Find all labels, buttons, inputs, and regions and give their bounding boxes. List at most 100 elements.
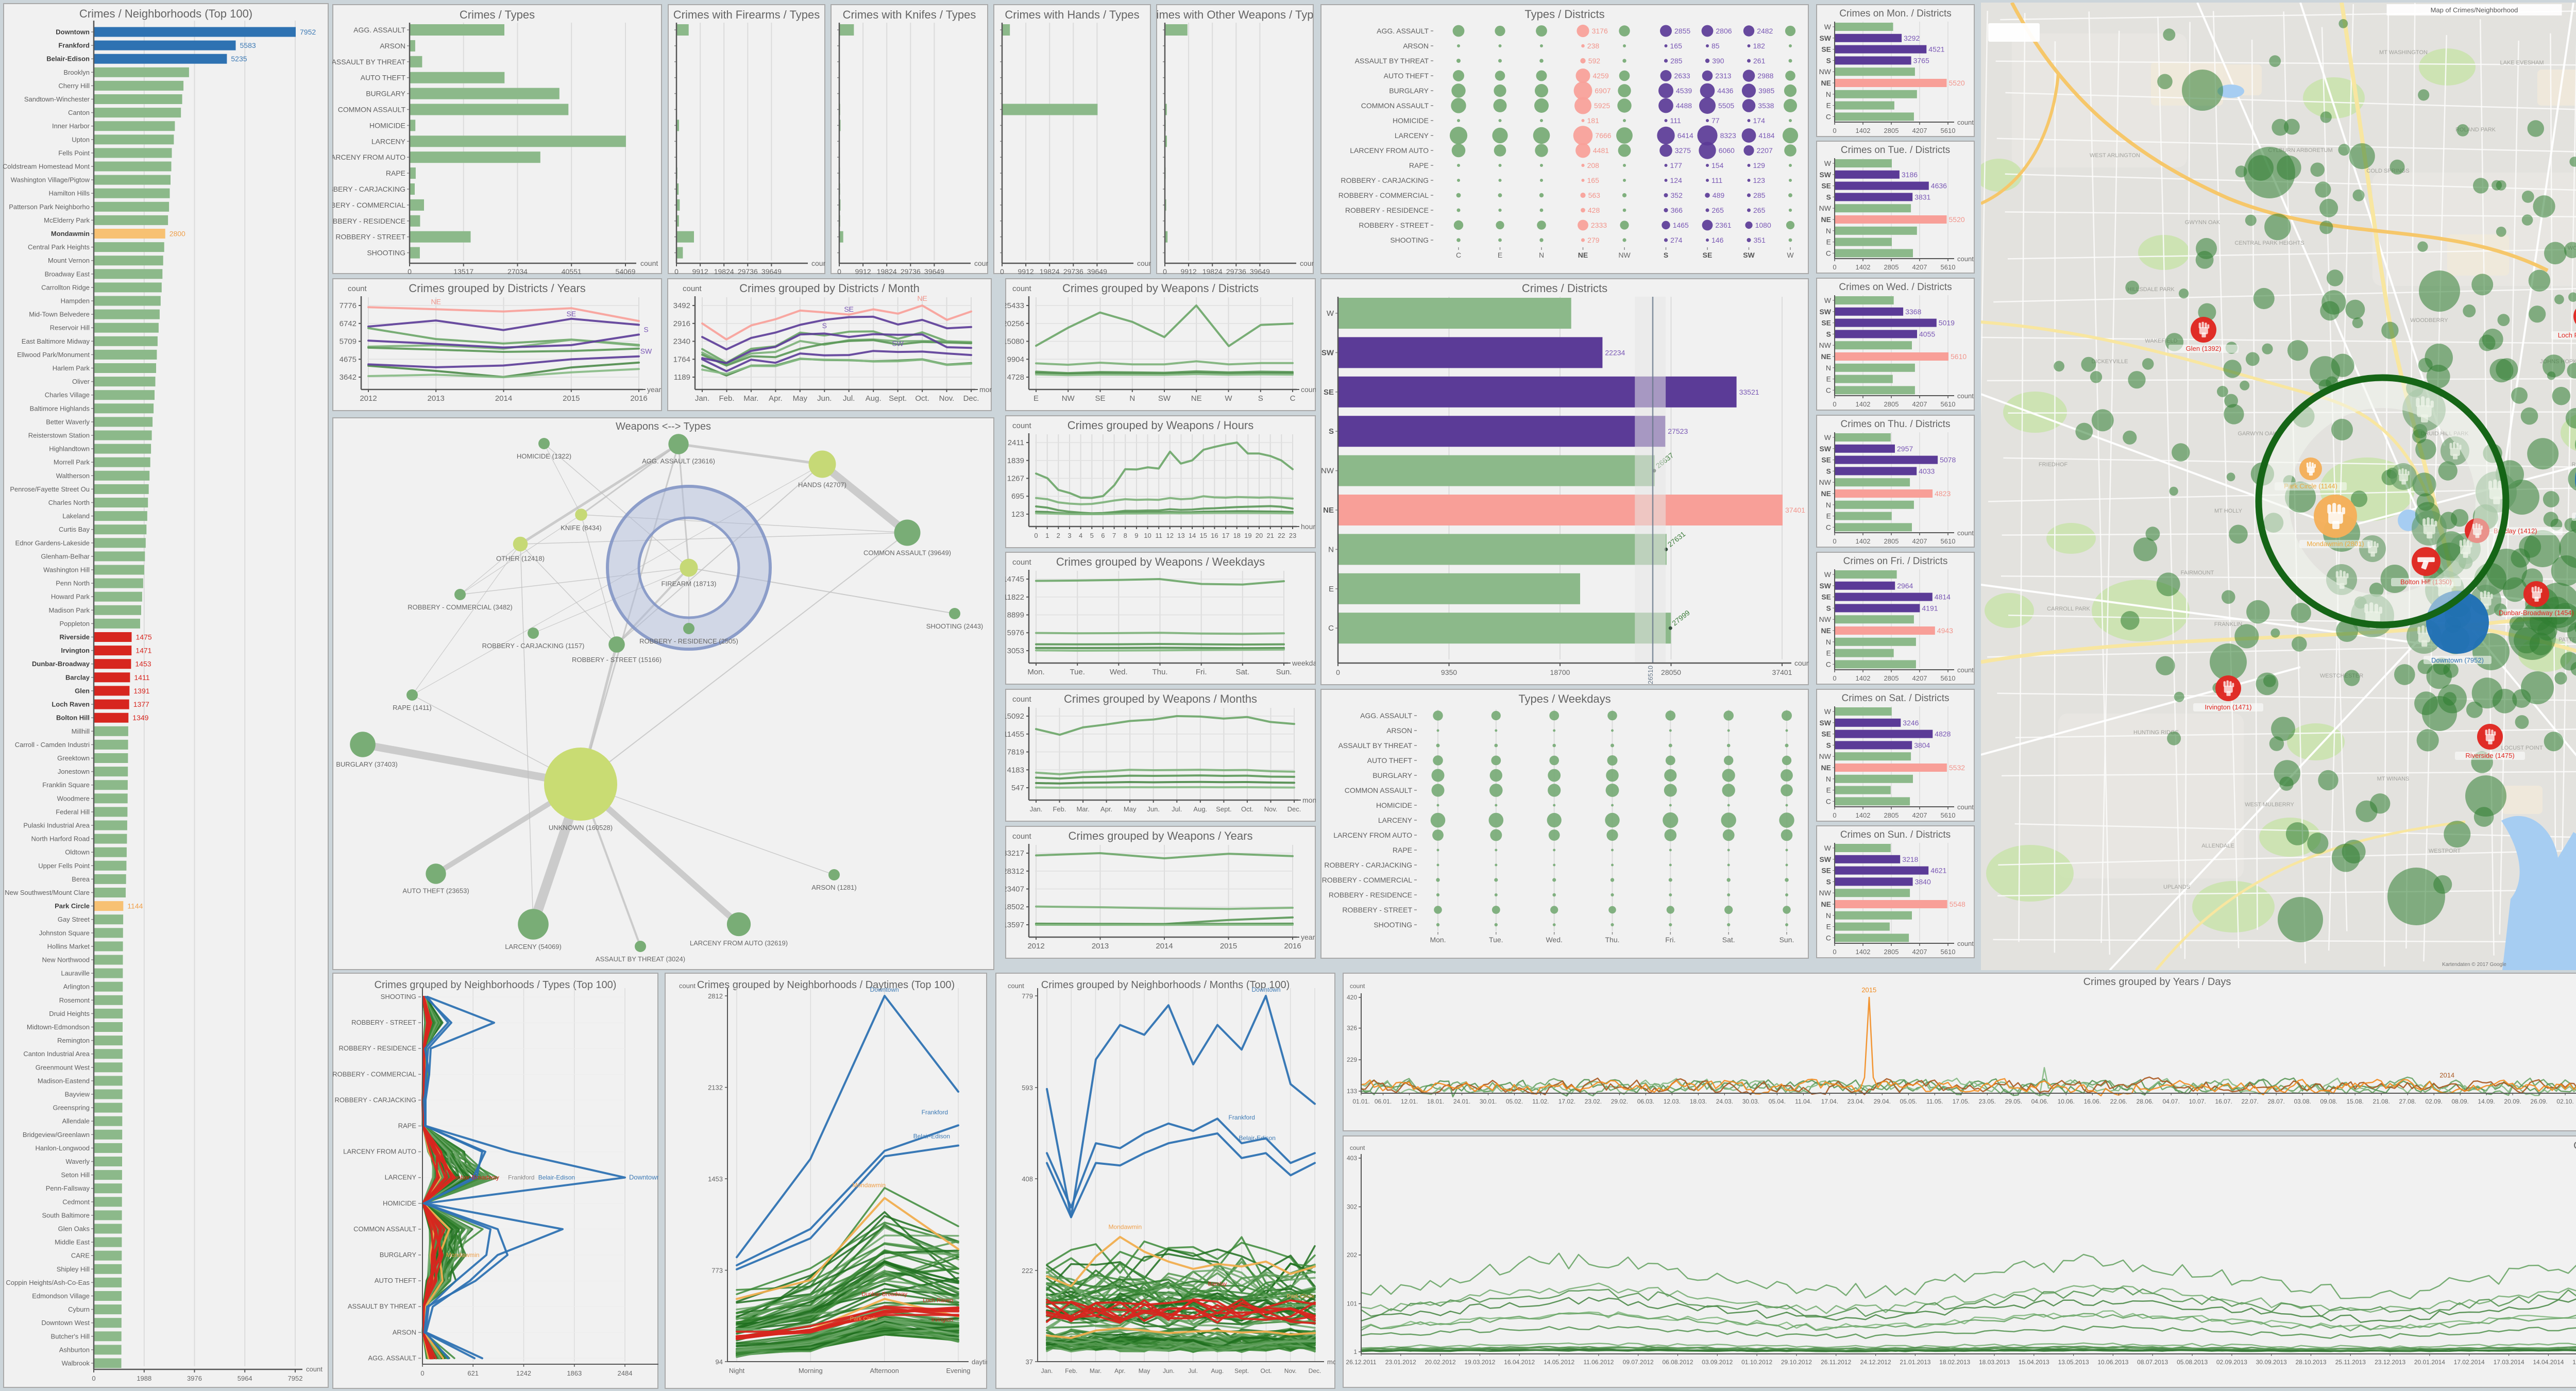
svg-text:12: 12: [1166, 532, 1174, 539]
svg-text:4207: 4207: [1912, 537, 1927, 545]
svg-text:2805: 2805: [1884, 537, 1899, 545]
svg-text:Mondawmin: Mondawmin: [446, 1251, 480, 1259]
svg-text:19.03.2012: 19.03.2012: [1464, 1359, 1495, 1366]
svg-text:Washington Village/Pigtow: Washington Village/Pigtow: [11, 176, 90, 184]
svg-text:0: 0: [837, 267, 841, 274]
svg-text:Downtown: Downtown: [870, 986, 899, 993]
svg-text:C: C: [1328, 624, 1334, 633]
svg-text:LARCENY FROM AUTO: LARCENY FROM AUTO: [1333, 831, 1412, 839]
svg-text:Park Circle: Park Circle: [850, 1316, 878, 1322]
svg-text:May: May: [793, 394, 808, 403]
svg-text:ROBBERY - COMMERCIAL: ROBBERY - COMMERCIAL: [1338, 191, 1429, 199]
svg-text:LARCENY: LARCENY: [371, 137, 406, 145]
svg-text:11.02.: 11.02.: [1532, 1098, 1549, 1105]
svg-text:Crimes on Sat. / Districts: Crimes on Sat. / Districts: [1841, 693, 1949, 704]
svg-text:count: count: [1300, 259, 1314, 267]
svg-text:1402: 1402: [1856, 811, 1871, 819]
svg-text:NW: NW: [1062, 394, 1075, 403]
svg-text:3186: 3186: [1902, 171, 1918, 179]
svg-text:Reisterstown Station: Reisterstown Station: [28, 432, 90, 439]
svg-text:2012: 2012: [1027, 942, 1044, 951]
svg-text:Sept.: Sept.: [1234, 1367, 1249, 1375]
svg-text:7952: 7952: [300, 28, 316, 36]
svg-text:count: count: [683, 284, 702, 293]
svg-text:Downtown (7952): Downtown (7952): [2431, 656, 2484, 664]
svg-text:Cherry Hill: Cherry Hill: [58, 82, 90, 90]
svg-text:count: count: [348, 284, 367, 293]
svg-text:2313: 2313: [1715, 72, 1731, 80]
svg-text:Mid-Town Belvedere: Mid-Town Belvedere: [29, 311, 90, 318]
svg-text:20: 20: [1256, 532, 1263, 539]
svg-text:4191: 4191: [1922, 604, 1938, 612]
svg-text:Sun.: Sun.: [1276, 668, 1292, 676]
svg-text:HILLSDALE PARK: HILLSDALE PARK: [2127, 286, 2175, 293]
svg-text:N: N: [1826, 501, 1831, 509]
svg-text:408: 408: [1022, 1175, 1033, 1183]
svg-text:C: C: [1826, 386, 1831, 394]
svg-text:0: 0: [1833, 674, 1836, 682]
svg-text:29.02.: 29.02.: [1611, 1098, 1628, 1105]
svg-text:Howard Park: Howard Park: [51, 593, 90, 601]
svg-text:2964: 2964: [1897, 582, 1913, 590]
svg-text:1839: 1839: [1007, 456, 1024, 465]
svg-text:366: 366: [1671, 206, 1683, 214]
svg-text:ASSAULT BY THREAT: ASSAULT BY THREAT: [1355, 57, 1429, 65]
svg-text:W: W: [1824, 23, 1832, 31]
svg-text:592: 592: [1588, 57, 1601, 65]
svg-text:NE: NE: [1323, 506, 1334, 515]
svg-text:238: 238: [1587, 42, 1600, 50]
svg-text:Arlington: Arlington: [63, 983, 90, 991]
svg-text:NW: NW: [1819, 752, 1832, 760]
svg-text:390: 390: [1712, 57, 1724, 65]
svg-text:2800: 2800: [170, 230, 185, 238]
svg-text:13.05.2013: 13.05.2013: [2058, 1359, 2089, 1366]
svg-text:S: S: [1329, 427, 1334, 436]
svg-text:Irvington (1471): Irvington (1471): [2205, 703, 2251, 711]
svg-text:ROBBERY - STREET: ROBBERY - STREET: [1342, 906, 1412, 914]
svg-text:Reservoir Hill: Reservoir Hill: [50, 324, 90, 332]
svg-text:5583: 5583: [240, 41, 256, 49]
svg-text:Lakeland: Lakeland: [62, 512, 90, 520]
svg-text:Mondawmin (2801): Mondawmin (2801): [2307, 540, 2364, 548]
svg-text:NW: NW: [1819, 615, 1832, 623]
svg-text:count: count: [1957, 803, 1974, 811]
svg-text:WESTPORT: WESTPORT: [2429, 848, 2461, 854]
svg-text:NW: NW: [1819, 67, 1832, 76]
svg-text:Butcher's Hill: Butcher's Hill: [51, 1332, 90, 1340]
svg-text:18.03.: 18.03.: [1690, 1098, 1707, 1105]
svg-text:ROBBERY - STREET: ROBBERY - STREET: [1359, 221, 1429, 229]
svg-text:C: C: [1826, 112, 1831, 121]
svg-text:Belair-Edison: Belair-Edison: [538, 1174, 575, 1181]
svg-text:Inner Harbor: Inner Harbor: [52, 122, 90, 130]
svg-text:5610: 5610: [1941, 263, 1956, 271]
svg-text:Evening: Evening: [946, 1367, 971, 1375]
svg-text:10.06.2013: 10.06.2013: [2097, 1359, 2128, 1366]
svg-text:101: 101: [1347, 1300, 1357, 1308]
svg-text:HOMICIDE: HOMICIDE: [1393, 116, 1429, 125]
svg-text:16.04.2012: 16.04.2012: [1504, 1359, 1535, 1366]
svg-text:Charles North: Charles North: [48, 499, 90, 506]
svg-text:C: C: [1826, 523, 1831, 531]
svg-text:23.01.2012: 23.01.2012: [1385, 1359, 1416, 1366]
svg-text:2957: 2957: [1897, 445, 1913, 453]
svg-text:Brooklyn: Brooklyn: [63, 69, 90, 76]
svg-text:2361: 2361: [1715, 221, 1731, 229]
svg-text:WEST ARLINGTON: WEST ARLINGTON: [2090, 152, 2140, 159]
svg-text:Carroll - Camden Industri: Carroll - Camden Industri: [15, 741, 90, 749]
svg-text:Dunbar-Broadway: Dunbar-Broadway: [32, 660, 90, 668]
svg-text:5610: 5610: [1941, 674, 1956, 682]
svg-text:count: count: [1008, 982, 1024, 990]
svg-text:FAIRMOUNT: FAIRMOUNT: [2181, 570, 2214, 576]
svg-text:5520: 5520: [1949, 215, 1965, 224]
svg-text:2016: 2016: [630, 394, 647, 403]
svg-text:14.04.2014: 14.04.2014: [2533, 1359, 2564, 1366]
svg-text:N: N: [1826, 364, 1831, 372]
svg-text:Crimes grouped by Years / Days: Crimes grouped by Years / Days: [2083, 976, 2231, 988]
svg-text:19824: 19824: [1202, 267, 1223, 274]
svg-text:2013: 2013: [428, 394, 445, 403]
svg-text:6060: 6060: [1719, 146, 1735, 155]
svg-text:SHOOTING: SHOOTING: [367, 249, 405, 257]
svg-text:Poppleton: Poppleton: [59, 620, 90, 627]
svg-text:Curtis Bay: Curtis Bay: [59, 525, 90, 533]
svg-text:month: month: [979, 385, 992, 394]
